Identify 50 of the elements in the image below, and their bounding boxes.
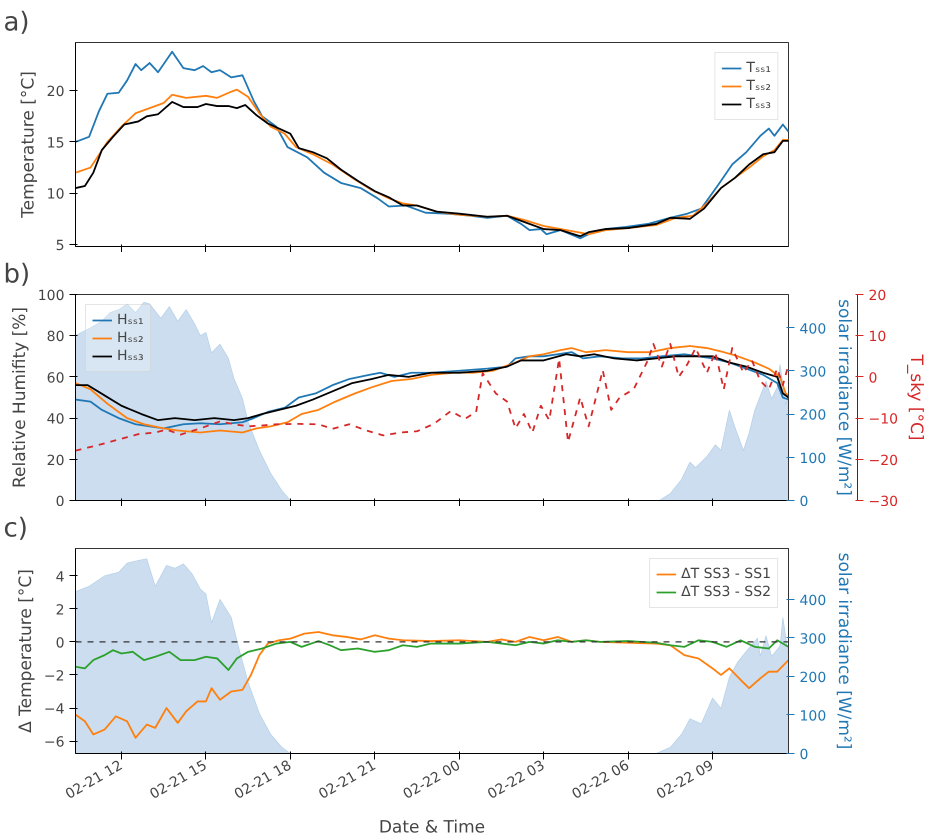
y-tick-label: 10 — [46, 186, 65, 203]
y3-tick-label: −30 — [868, 494, 898, 510]
y-tick-label: −2 — [44, 668, 65, 684]
y2-tick-label: 100 — [800, 708, 826, 724]
y2-tick-label: 400 — [800, 321, 826, 338]
y2-tick-label: 400 — [800, 592, 826, 609]
legend-label: ΔT SS3 - SS2 — [681, 583, 771, 601]
y2-tick-label: 300 — [800, 364, 826, 380]
legend-label: Tₛₛ₂ — [746, 77, 771, 95]
y-tick-label: −4 — [44, 702, 65, 718]
y-tick-label: 5 — [56, 238, 65, 254]
y2-tick-label: 0 — [800, 747, 808, 763]
legend-label: Tₛₛ₁ — [746, 59, 771, 77]
y2-tick-label: 200 — [800, 408, 826, 424]
y-axis-title: Δ Temperature [°C] — [16, 569, 36, 733]
legend-label: Hₛₛ₃ — [117, 347, 144, 365]
y3-tick-label: −10 — [868, 412, 898, 428]
y-tick-label: 80 — [46, 329, 65, 346]
legend-label: ΔT SS3 - SS1 — [681, 565, 771, 583]
y-tick-label: 60 — [46, 370, 65, 386]
y-tick-label: 0 — [56, 494, 65, 510]
y-tick-label: 0 — [56, 635, 65, 652]
y-tick-label: 2 — [56, 602, 65, 618]
y2-axis-title: solar irradiance [W/m²] — [834, 552, 854, 750]
legend-label: Hₛₛ₁ — [117, 311, 144, 329]
legend-label: Hₛₛ₂ — [117, 329, 144, 347]
y3-axis-title: T_sky [°C] — [906, 353, 926, 441]
y-tick-label: 20 — [46, 452, 65, 469]
y2-axis-title: solar irradiance [W/m²] — [834, 299, 854, 496]
legend-label: Tₛₛ₃ — [746, 95, 771, 113]
y2-tick-label: 100 — [800, 450, 826, 467]
y-tick-label: 4 — [56, 569, 65, 586]
y2-tick-label: 200 — [800, 670, 826, 686]
y-tick-label: 15 — [46, 135, 65, 152]
chart-title: c) — [4, 514, 28, 544]
y3-tick-label: 0 — [868, 370, 878, 386]
y-tick-label: 40 — [46, 412, 65, 428]
chart-title: b) — [4, 260, 30, 290]
y3-tick-label: 10 — [868, 329, 886, 346]
y2-tick-label: 300 — [800, 631, 826, 648]
y-axis-title: Temperature [°C] — [18, 71, 39, 219]
y2-tick-label: 0 — [800, 494, 808, 510]
y-tick-label: −6 — [44, 734, 65, 751]
y3-tick-label: 20 — [868, 288, 886, 304]
chart-title: a) — [4, 8, 30, 38]
y-tick-label: 100 — [38, 288, 65, 304]
x-axis-title: Date & Time — [378, 818, 486, 838]
y3-tick-label: −20 — [868, 452, 898, 469]
y-axis-title: Relative Humifity [%] — [10, 306, 30, 488]
y-tick-label: 20 — [46, 84, 65, 100]
